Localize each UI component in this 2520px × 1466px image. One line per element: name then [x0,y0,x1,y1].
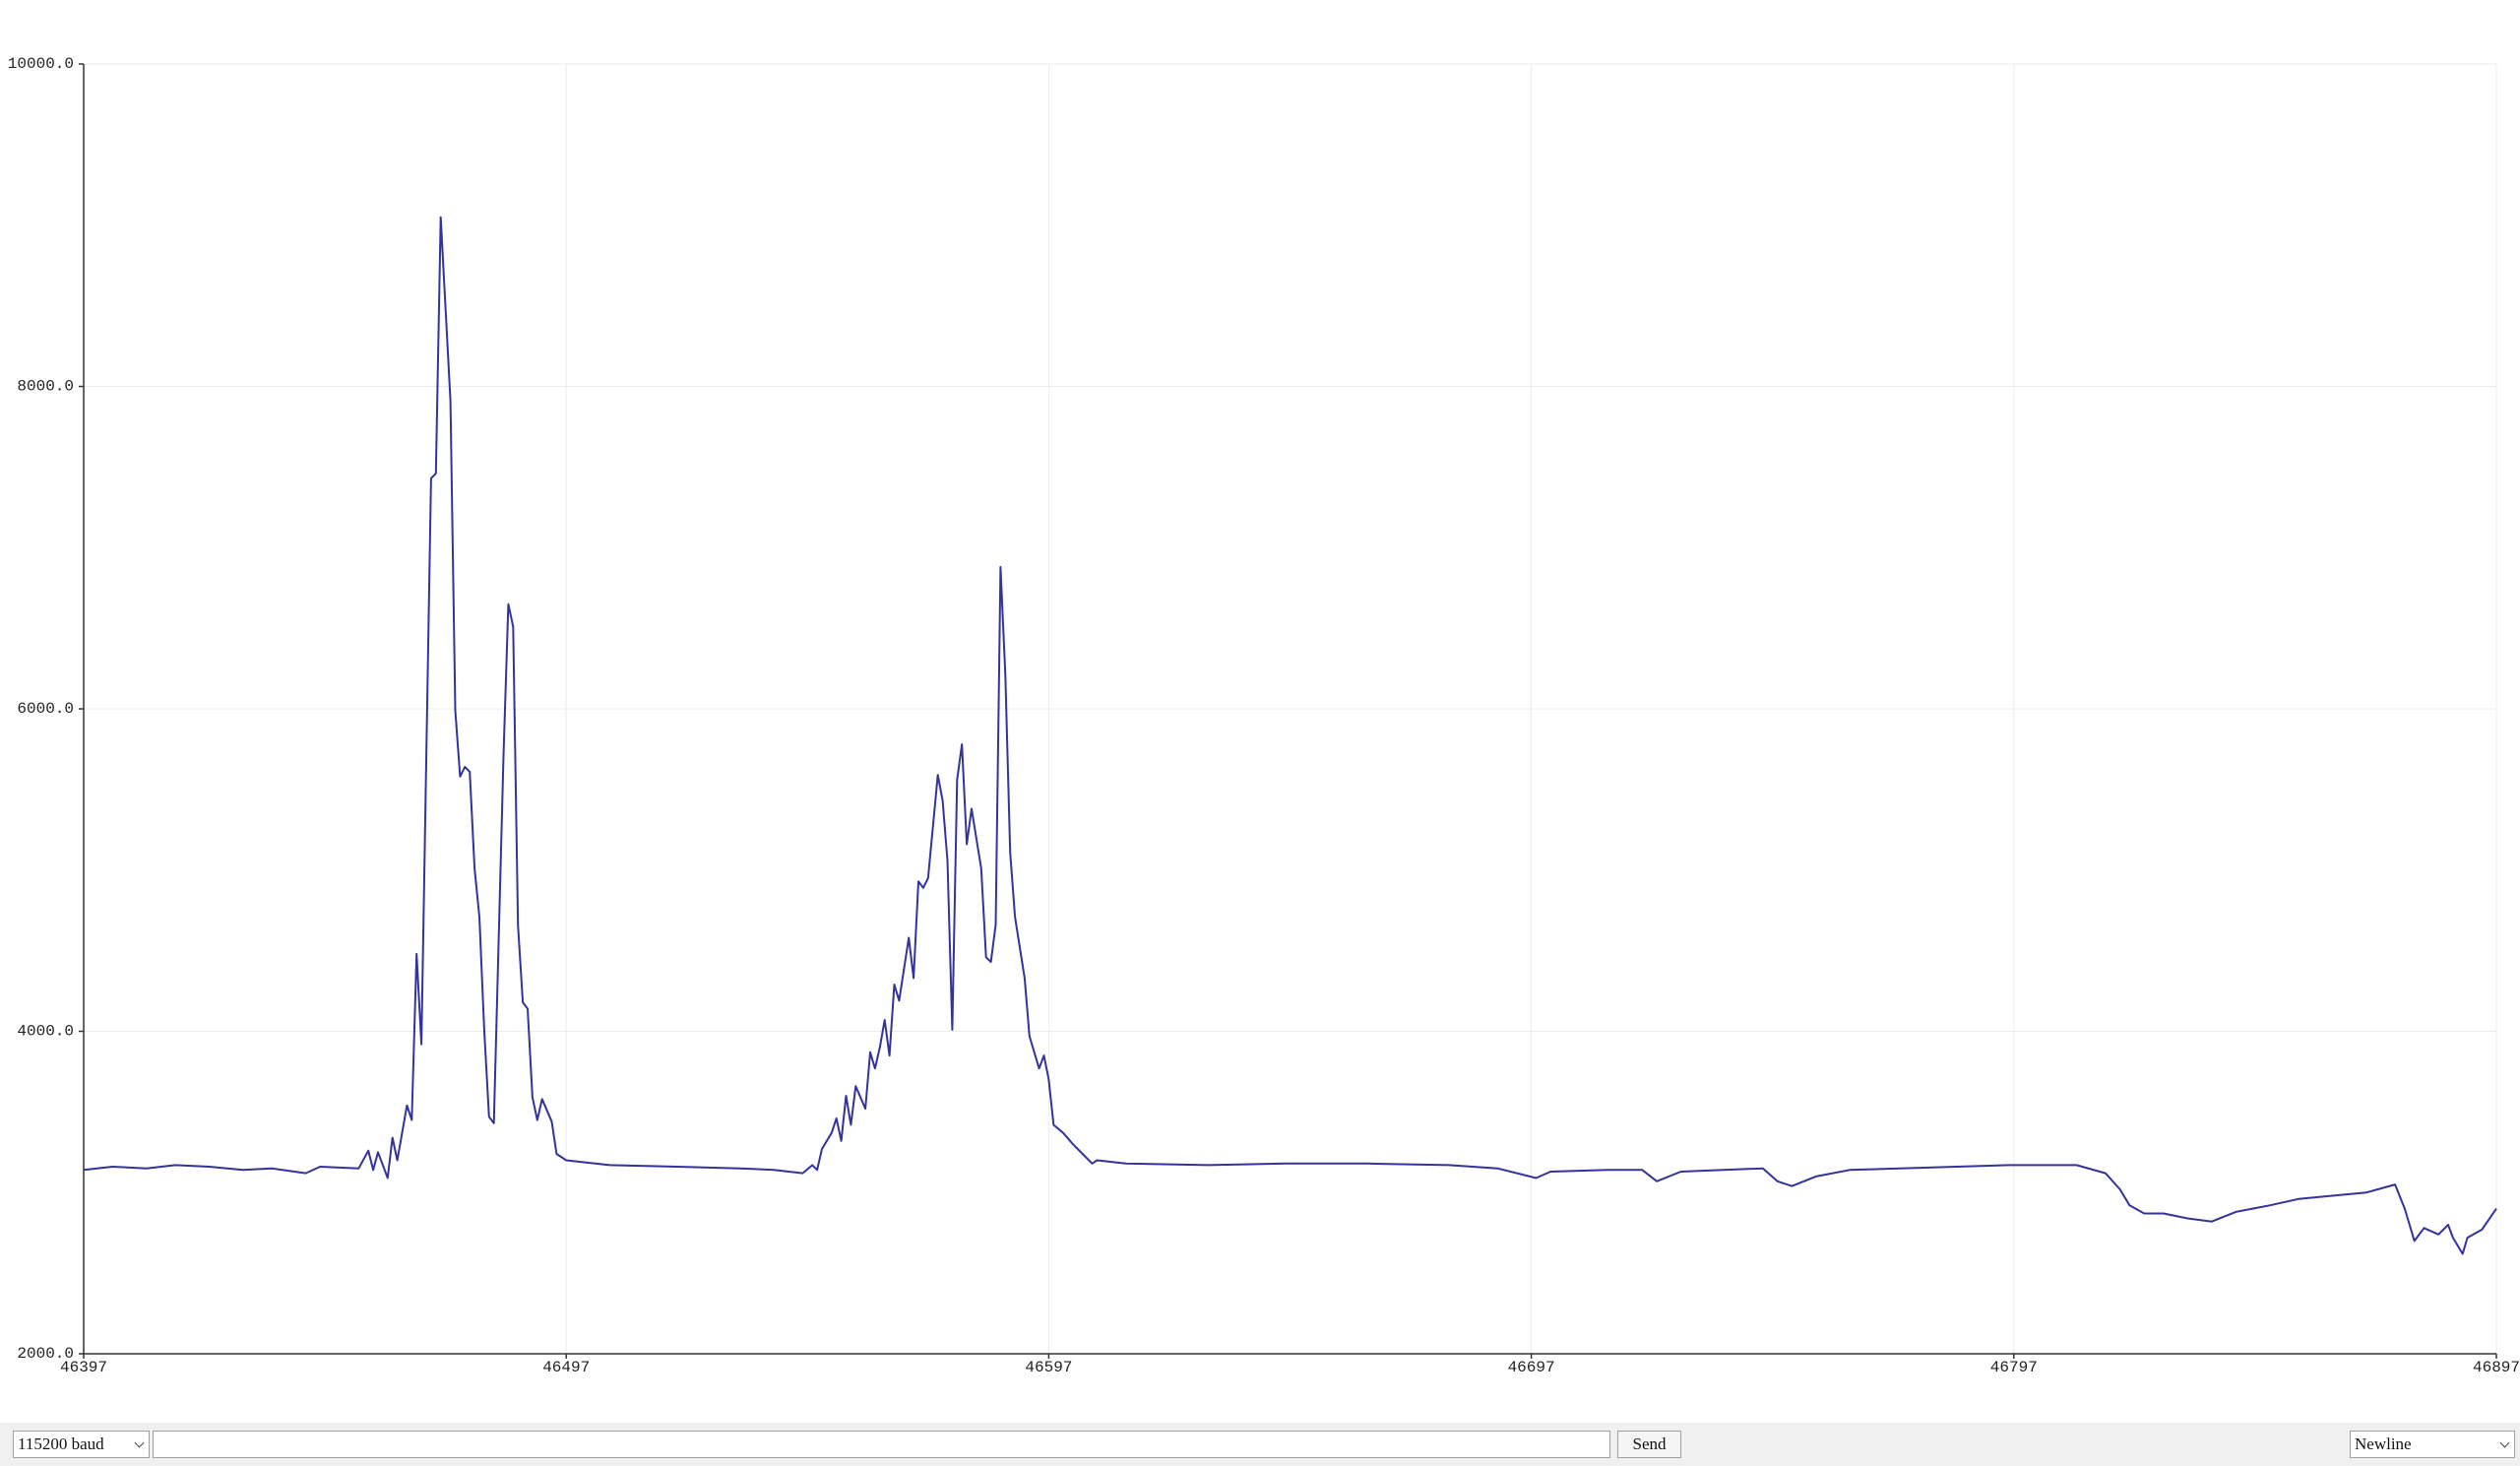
y-tick-label: 4000.0 [17,1023,74,1041]
y-tick-label: 2000.0 [17,1345,74,1363]
plot: 2000.0 4000.0 6000.0 8000.0 10000.0 46397 4649… [8,55,2520,1376]
y-tick-label: 6000.0 [17,700,74,718]
line-ending-text: Newline [2355,1434,2412,1453]
x-tick-label: 46897 [2473,1359,2520,1376]
x-tick-label: 46497 [542,1359,590,1376]
y-tick-label: 8000.0 [17,378,74,396]
x-tick-label: 46597 [1025,1359,1072,1376]
baud-select[interactable]: 115200 baud [13,1431,150,1458]
y-tick-label: 10000.0 [8,55,74,73]
send-text: Send [1632,1434,1667,1453]
control-bar: 115200 baud Send Newline [0,1423,2520,1466]
baud-text: 115200 baud [18,1434,104,1453]
x-tick-label: 46797 [1990,1359,2038,1376]
message-input[interactable] [153,1431,1610,1458]
x-tick-label: 46397 [60,1359,107,1376]
send-button[interactable]: Send [1617,1431,1681,1458]
data-line [83,216,2497,1255]
x-tick-label: 46697 [1508,1359,1555,1376]
line-ending-select[interactable]: Newline [2350,1431,2515,1458]
